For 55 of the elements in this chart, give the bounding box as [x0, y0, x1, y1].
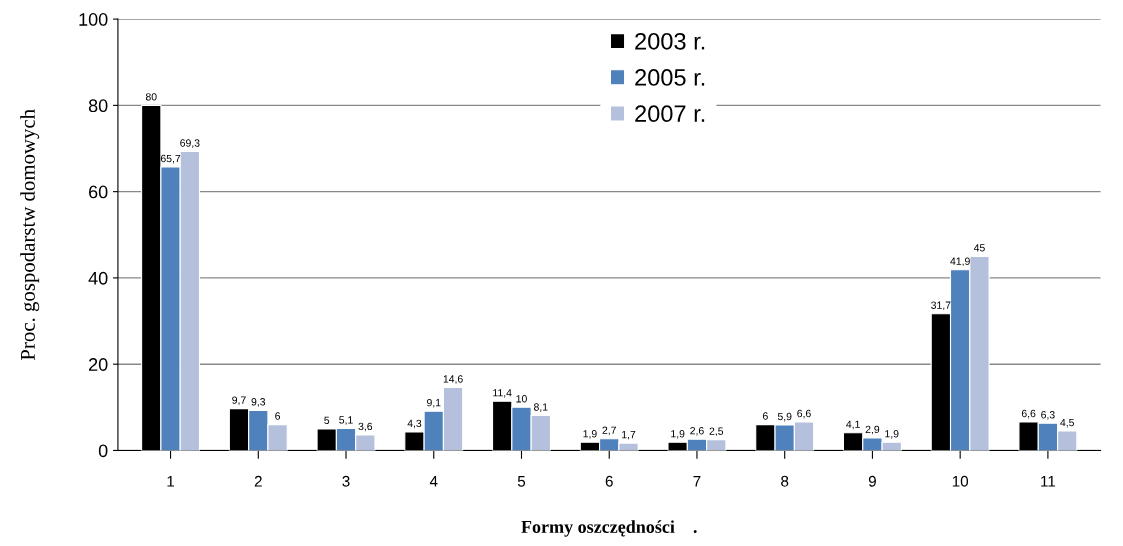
y-tick-label: 0 — [98, 444, 108, 458]
data-label: 6,6 — [797, 409, 811, 419]
x-tick-label: 10 — [952, 475, 969, 487]
data-label: 41,9 — [950, 257, 970, 267]
data-label: 1,9 — [671, 430, 685, 439]
x-tick-label: 6 — [605, 475, 613, 487]
x-tick-label: 1 — [167, 476, 175, 487]
legend-label: 2003 r. — [635, 32, 705, 50]
data-label: 2,6 — [690, 427, 704, 436]
x-tick-label: 4 — [429, 476, 438, 487]
data-label: 1,9 — [885, 430, 899, 439]
x-tick-label: 2 — [254, 475, 262, 487]
data-label: 3,6 — [358, 422, 373, 432]
data-label: 6,3 — [1041, 411, 1055, 420]
data-label: 5 — [324, 416, 330, 425]
data-label: 5,1 — [339, 416, 353, 425]
data-label: 4,1 — [846, 420, 860, 430]
legend-label: 2005 r. — [635, 69, 705, 86]
y-tick-label: 80 — [88, 99, 108, 113]
legend-label: 2007 r. — [635, 105, 705, 123]
x-axis-title: Formy oszczędności . — [521, 520, 697, 537]
data-label: 1,9 — [583, 430, 597, 439]
data-label: 6,6 — [1021, 409, 1036, 419]
data-label: 9,1 — [427, 398, 441, 408]
data-label: 65,7 — [160, 154, 181, 164]
x-tick-label: 7 — [693, 476, 701, 487]
data-label: 80 — [145, 93, 157, 101]
y-tick-label: 60 — [89, 185, 108, 199]
x-tick-label: 3 — [342, 475, 350, 487]
x-tick-label: 9 — [868, 475, 876, 487]
data-label: 31,7 — [931, 301, 951, 311]
x-tick-label: 5 — [517, 476, 526, 487]
y-axis-title: Proc. gospodarstw domowych — [20, 109, 40, 361]
data-label: 1,7 — [622, 431, 636, 440]
x-tick-label: 11 — [1041, 476, 1056, 487]
x-tick-label: 8 — [781, 475, 789, 487]
data-label: 69,3 — [180, 139, 200, 148]
data-label: 2,7 — [602, 426, 616, 436]
data-label: 6 — [763, 412, 768, 420]
data-label: 6 — [275, 412, 281, 420]
y-tick-label: 40 — [88, 271, 108, 285]
y-tick-label: 20 — [89, 358, 108, 371]
y-tick-label: 100 — [79, 13, 108, 26]
data-label: 5,9 — [777, 412, 792, 422]
data-label: 11,4 — [493, 389, 512, 398]
data-label: 2,5 — [709, 427, 724, 437]
data-label: 9,7 — [232, 396, 246, 405]
data-label: 4,5 — [1060, 418, 1075, 428]
data-label: 4,3 — [407, 419, 422, 429]
data-label: 2,9 — [865, 425, 880, 435]
data-label: 8,1 — [534, 403, 548, 412]
data-label: 10 — [516, 395, 527, 403]
data-label: 9,3 — [251, 398, 266, 407]
data-label: 14,6 — [443, 375, 463, 384]
data-label: 45 — [973, 244, 985, 252]
